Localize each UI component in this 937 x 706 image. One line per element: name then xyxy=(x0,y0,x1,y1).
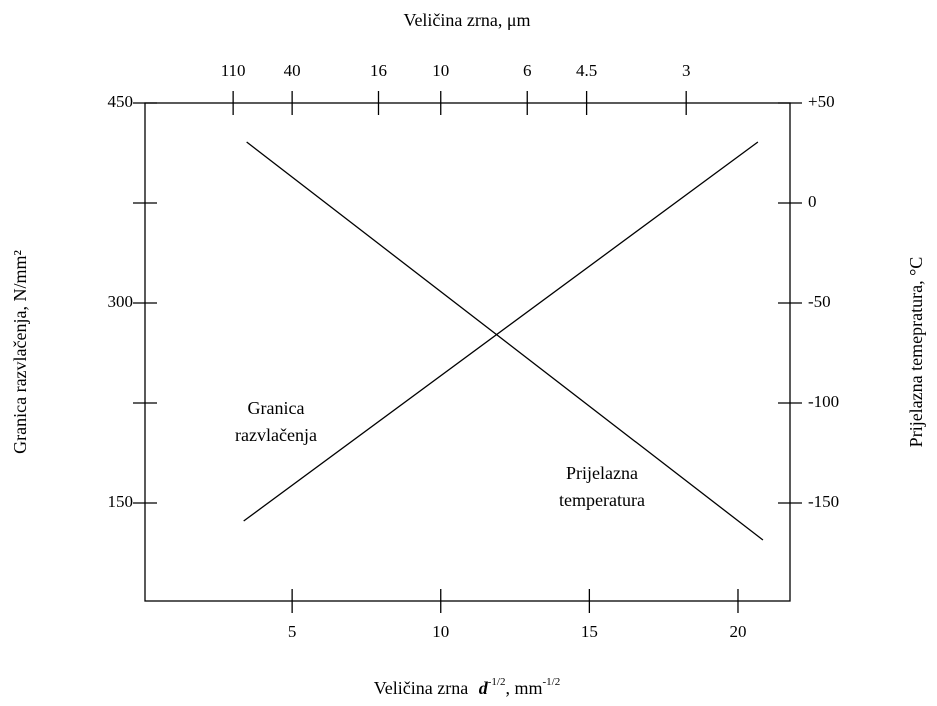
x2-tick-label: 6 xyxy=(523,61,532,80)
x2-tick-label: 16 xyxy=(370,61,387,80)
series-label: razvlačenja xyxy=(235,425,317,445)
x-title-exp: -1/2 xyxy=(488,676,506,688)
y2-tick-label: -150 xyxy=(808,492,839,511)
y-tick-label: 150 xyxy=(108,492,134,511)
series-line xyxy=(246,141,764,541)
y2-tick-label: -50 xyxy=(808,292,831,311)
series-line xyxy=(243,141,759,522)
y-tick-label: 300 xyxy=(108,292,134,311)
x-tick-label: 20 xyxy=(729,622,746,641)
x2-tick-label: 40 xyxy=(284,61,301,80)
plot-frame xyxy=(144,102,791,602)
x2-tick-label: 10 xyxy=(432,61,449,80)
x-title-unit: , mm xyxy=(505,678,542,698)
x-title-text: Veličina zrna xyxy=(374,678,468,698)
x-tick-label: 5 xyxy=(288,622,297,641)
series-label: Prijelazna xyxy=(566,463,638,483)
x-title-unit-exp: -1/2 xyxy=(542,676,560,688)
y2-axis-title: Prijelazna temepratura, °C xyxy=(906,257,926,448)
y2-tick-label: +50 xyxy=(808,92,835,111)
x2-tick-label: 110 xyxy=(221,61,246,80)
series-label: temperatura xyxy=(559,490,645,510)
y2-tick-label: -100 xyxy=(808,392,839,411)
y2-tick-label: 0 xyxy=(808,192,817,211)
x-axis-title: Veličina zrna d-1/2, mm-1/2 xyxy=(374,676,560,699)
series-label: Granica xyxy=(248,398,305,418)
x-tick-label: 10 xyxy=(432,622,449,641)
x-tick-label: 15 xyxy=(581,622,598,641)
x2-tick-label: 3 xyxy=(682,61,691,80)
top-axis-title: Veličina zrna, μm xyxy=(403,10,530,30)
y-tick-label: 450 xyxy=(108,92,134,111)
y-axis-title: Granica razvlačenja, N/mm² xyxy=(10,250,30,454)
x-title-symbol: d xyxy=(479,678,489,698)
x2-tick-label: 4.5 xyxy=(576,61,597,80)
